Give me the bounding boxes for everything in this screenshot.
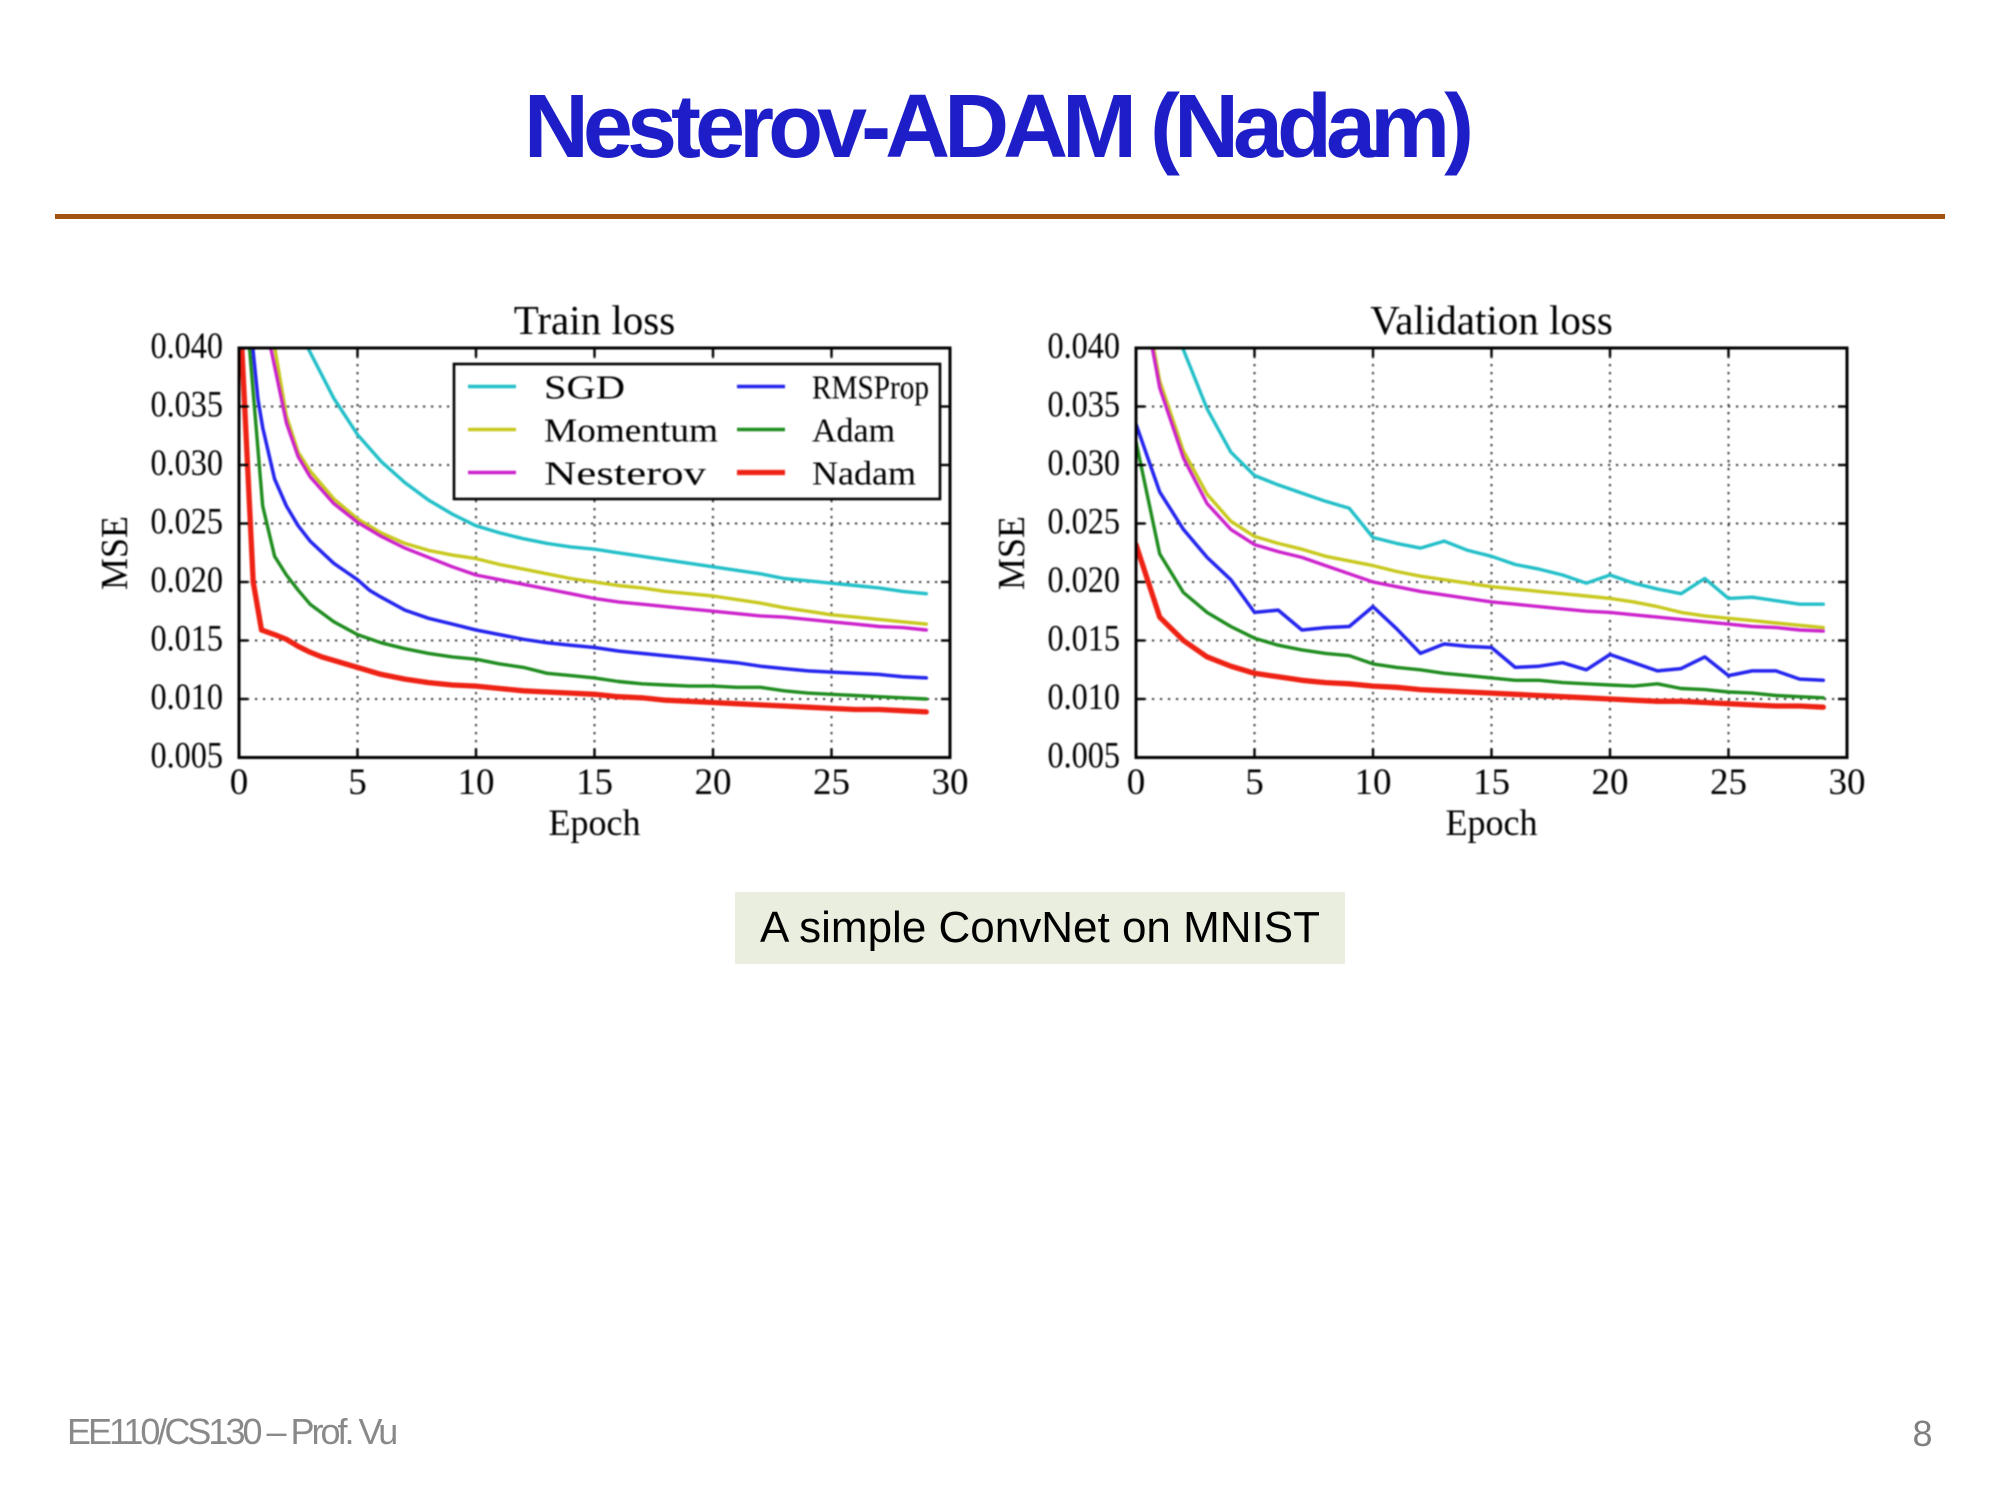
svg-text:0.030: 0.030: [1048, 443, 1121, 484]
svg-text:0.020: 0.020: [1048, 560, 1121, 601]
svg-text:0.025: 0.025: [1048, 502, 1121, 543]
svg-text:20: 20: [695, 762, 732, 803]
svg-text:Nadam: Nadam: [812, 456, 916, 493]
svg-text:20: 20: [1592, 762, 1629, 803]
svg-text:0.010: 0.010: [151, 677, 224, 718]
svg-text:0.040: 0.040: [151, 326, 224, 367]
svg-text:0.005: 0.005: [151, 736, 224, 777]
svg-text:0: 0: [1127, 762, 1146, 803]
svg-text:10: 10: [1355, 762, 1392, 803]
svg-text:Epoch: Epoch: [1446, 803, 1538, 844]
svg-text:MSE: MSE: [991, 516, 1033, 590]
svg-text:0: 0: [230, 762, 249, 803]
svg-text:Validation loss: Validation loss: [1370, 297, 1613, 343]
svg-text:0.015: 0.015: [151, 619, 224, 660]
svg-text:Epoch: Epoch: [549, 803, 641, 844]
svg-text:25: 25: [1710, 762, 1747, 803]
svg-text:0.005: 0.005: [1048, 736, 1121, 777]
svg-text:Nesterov: Nesterov: [544, 456, 706, 493]
svg-text:0.040: 0.040: [1048, 326, 1121, 367]
svg-text:15: 15: [576, 762, 613, 803]
svg-text:0.035: 0.035: [151, 385, 224, 426]
svg-text:30: 30: [1829, 762, 1866, 803]
svg-text:0.025: 0.025: [151, 502, 224, 543]
svg-text:0.010: 0.010: [1048, 677, 1121, 718]
svg-text:0.035: 0.035: [1048, 385, 1121, 426]
svg-text:15: 15: [1473, 762, 1510, 803]
svg-text:Train loss: Train loss: [514, 297, 675, 343]
svg-text:RMSProp: RMSProp: [812, 370, 929, 407]
svg-text:Momentum: Momentum: [544, 413, 718, 450]
svg-text:25: 25: [813, 762, 850, 803]
svg-text:Adam: Adam: [812, 413, 895, 450]
svg-text:0.020: 0.020: [151, 560, 224, 601]
svg-text:0.030: 0.030: [151, 443, 224, 484]
svg-text:30: 30: [932, 762, 969, 803]
svg-text:SGD: SGD: [544, 370, 625, 407]
svg-text:MSE: MSE: [94, 516, 136, 590]
svg-text:0.015: 0.015: [1048, 619, 1121, 660]
svg-text:10: 10: [458, 762, 495, 803]
svg-text:5: 5: [1245, 762, 1264, 803]
svg-text:5: 5: [348, 762, 367, 803]
